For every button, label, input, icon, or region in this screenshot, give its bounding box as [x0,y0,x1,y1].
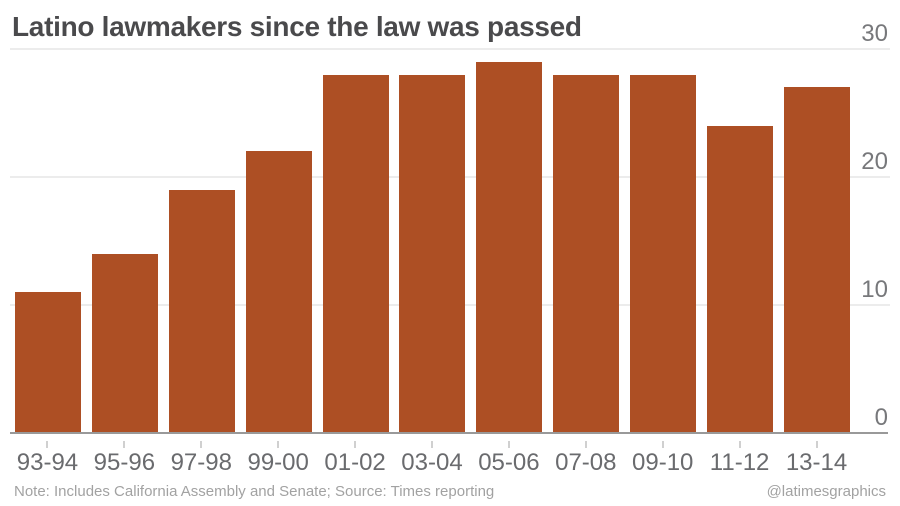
bar-05-06 [476,61,543,433]
bar-97-98 [168,189,235,433]
x-axis-labels: 93-94 95-96 97-98 99-00 01-02 03-04 05-06 07-08… [9,449,855,477]
x-tick-mark [200,441,203,448]
bar-93-94 [15,292,81,433]
bar-07-08 [553,74,620,433]
x-tick-mark [46,441,49,448]
x-tick-cell [394,441,471,449]
x-tick-mark [430,441,433,448]
bar-11-12 [707,125,774,433]
x-axis-label: 09-10 [632,449,694,476]
bar-13-14 [783,87,850,433]
bar-95-96 [91,253,158,433]
x-tick-mark [738,441,741,448]
x-tick-cell [240,441,317,449]
x-axis-label: 99-00 [247,449,309,476]
bar-99-00 [245,151,312,433]
x-axis-label: 97-98 [170,449,232,476]
x-tick-cell [9,441,86,449]
bar-09-10 [630,74,697,433]
y-tick-label: 10 [861,276,888,303]
x-tick-cell [547,441,624,449]
y-tick-label: 0 [874,404,888,431]
x-axis-label: 95-96 [93,449,156,476]
y-tick-label: 30 [861,20,888,47]
x-tick-cell [778,441,855,449]
chart-title: Latino lawmakers since the law was passe… [12,11,582,42]
x-tick-mark [277,441,280,448]
footer: Note: Includes California Assembly and S… [14,483,886,500]
x-axis-label: 05-06 [478,449,540,476]
x-tick-mark [584,441,587,448]
x-axis-ticks [9,441,855,449]
x-axis-baseline [10,432,888,434]
x-tick-mark [123,441,126,448]
x-axis-label: 11-12 [709,449,770,476]
x-axis-label: 01-02 [324,449,386,476]
x-axis-label: 93-94 [16,449,79,476]
y-tick-label: 20 [861,148,888,175]
bar-01-02 [322,74,389,433]
x-axis-label: 07-08 [555,449,617,476]
x-tick-mark [354,441,357,448]
x-axis-label: 03-04 [401,449,463,476]
credit-text: @latimesgraphics [766,483,886,500]
x-tick-mark [661,441,664,448]
x-tick-cell [701,441,778,449]
x-tick-cell [317,441,394,449]
bars-container [15,49,850,433]
gridline-30 [10,48,890,50]
x-tick-cell [470,441,547,449]
x-tick-cell [163,441,240,449]
bar-03-04 [399,74,466,433]
x-tick-mark [815,441,818,448]
x-tick-cell [86,441,163,449]
note-text: Note: Includes California Assembly and S… [14,483,495,500]
x-tick-cell [624,441,701,449]
x-axis-label: 13-14 [785,449,848,476]
x-tick-mark [507,441,510,448]
